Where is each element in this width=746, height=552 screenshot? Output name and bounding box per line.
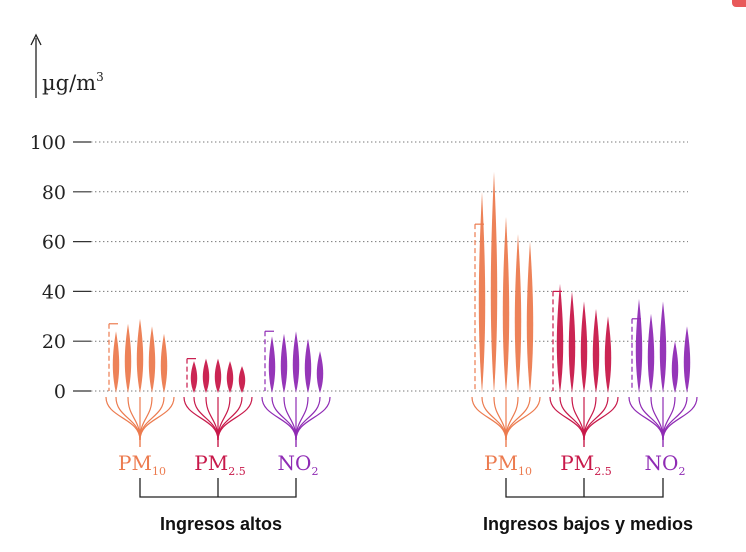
y-axis-arrow — [30, 33, 42, 98]
root-line — [127, 396, 141, 441]
bar — [214, 358, 222, 393]
root-line — [505, 396, 519, 441]
pollutant: PM2.5 — [549, 283, 619, 478]
root-line — [217, 396, 253, 441]
group-1: PM10 PM2.5 NO2 Ingresos bajos y medios — [471, 171, 698, 534]
root-line — [571, 396, 585, 441]
group-bracket — [505, 478, 664, 498]
root-line — [139, 396, 175, 441]
bar — [112, 331, 120, 393]
root-line — [549, 396, 585, 441]
y-tick-label: 40 — [42, 281, 66, 303]
root-line — [295, 396, 309, 441]
bar — [647, 313, 655, 393]
bar — [136, 318, 144, 393]
y-tick-label: 20 — [42, 331, 66, 353]
bar — [226, 361, 234, 393]
bar — [268, 336, 276, 393]
bar — [659, 301, 667, 393]
root-line — [662, 396, 676, 441]
pollutant-label: NO2 — [278, 451, 319, 478]
bar — [568, 291, 576, 393]
group-label: Ingresos altos — [160, 514, 282, 534]
bar — [202, 358, 210, 393]
group-0: PM10 PM2.5 NO2 Ingresos altos — [105, 318, 331, 534]
root-line — [583, 396, 597, 441]
root-line — [205, 396, 219, 441]
root-line — [493, 396, 507, 441]
root-line — [505, 396, 541, 441]
pollutant-label: PM2.5 — [194, 451, 245, 478]
bar — [514, 234, 522, 393]
root-line — [471, 396, 507, 441]
bar — [683, 326, 691, 393]
y-tick-label: 80 — [42, 182, 66, 204]
grid: 0 20 40 60 80 100 — [30, 132, 688, 403]
pollutant: PM10 — [105, 318, 175, 478]
bar — [316, 351, 324, 393]
pollutant: NO2 — [261, 330, 331, 478]
bar — [490, 171, 498, 393]
bar — [635, 298, 643, 393]
pollutant-label: PM2.5 — [560, 451, 611, 478]
bar — [190, 361, 198, 393]
root-line — [139, 396, 153, 441]
bar — [671, 341, 679, 393]
root-line — [183, 396, 219, 441]
root-line — [628, 396, 664, 441]
corner-mark — [732, 0, 746, 7]
bar — [280, 333, 288, 393]
bar — [556, 283, 564, 393]
bar — [238, 366, 246, 393]
y-axis-label: µg/m3 — [42, 70, 104, 95]
y-tick-label: 60 — [42, 232, 66, 254]
pollutant: PM10 — [471, 171, 541, 478]
bar — [502, 216, 510, 393]
root-line — [283, 396, 297, 441]
bar — [148, 326, 156, 393]
y-tick-label: 100 — [30, 132, 66, 154]
bar — [292, 331, 300, 393]
bar — [160, 333, 168, 393]
bar — [526, 241, 534, 393]
root-line — [217, 396, 231, 441]
pollutant-label: PM10 — [118, 451, 166, 478]
bar — [580, 301, 588, 393]
root-line — [650, 396, 664, 441]
chart-groups: PM10 PM2.5 NO2 Ingresos altos PM10 PM2.5 NO2 In… — [105, 171, 698, 534]
bar — [604, 316, 612, 393]
root-line — [295, 396, 331, 441]
pollutant-label: NO2 — [645, 451, 686, 478]
pollutant-label: PM10 — [484, 451, 532, 478]
group-bracket — [139, 478, 297, 498]
group-label: Ingresos bajos y medios — [483, 514, 693, 534]
root-line — [583, 396, 619, 441]
pollutant: NO2 — [628, 298, 698, 478]
bar — [304, 338, 312, 393]
root-line — [105, 396, 141, 441]
bar — [124, 323, 132, 393]
root-line — [261, 396, 297, 441]
root-line — [662, 396, 698, 441]
pollutant: PM2.5 — [183, 358, 253, 478]
bar — [478, 191, 486, 393]
y-tick-label: 0 — [54, 381, 66, 403]
bar — [592, 308, 600, 393]
